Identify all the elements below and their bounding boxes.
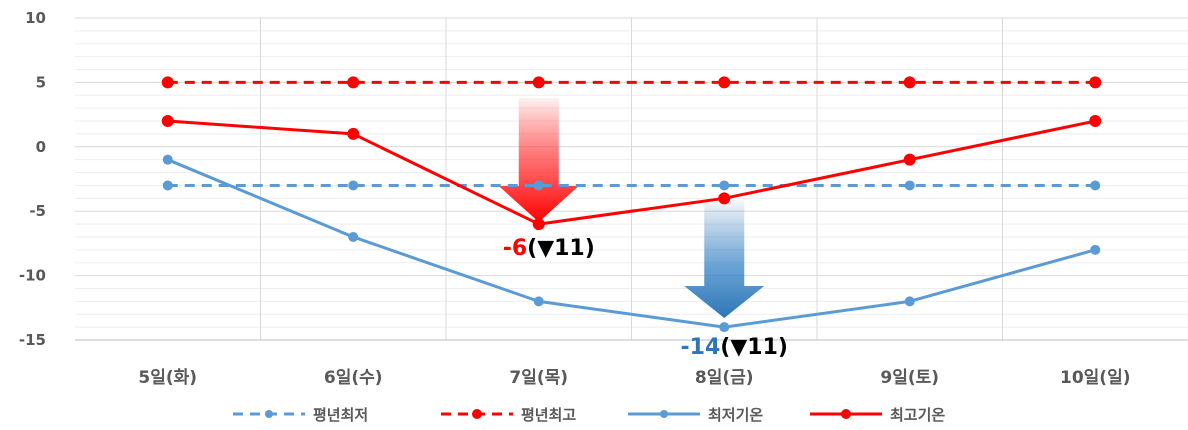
data-point [718, 192, 731, 205]
data-point [532, 218, 545, 231]
data-point [904, 296, 915, 307]
data-point [719, 322, 730, 333]
data-point [719, 180, 730, 191]
data-point [533, 296, 544, 307]
y-tick-label: 5 [36, 73, 46, 91]
y-tick-label: -5 [29, 202, 46, 220]
x-axis: 5일(화) 6일(수) 7일(목) 8일(금) 9일(토) 10일(일) [138, 368, 1130, 388]
y-tick-label: 0 [36, 138, 46, 156]
annotation-label: -14(▼11) [681, 335, 788, 360]
x-tick-label: 7일(목) [509, 368, 568, 388]
drop-arrows [498, 98, 765, 318]
data-point [903, 153, 916, 166]
legend: 평년최저 평년최고 최저기온 최고기온 [233, 406, 945, 424]
legend-swatch-marker [841, 409, 851, 419]
data-point [904, 180, 915, 191]
legend-label: 최저기온 [708, 406, 763, 424]
x-tick-label: 5일(화) [138, 368, 197, 388]
drop-arrow [498, 98, 579, 222]
series-lines [161, 76, 1102, 333]
y-axis: 10 5 0 -5 -10 -15 [19, 9, 46, 349]
annotation-drop: (▼11) [720, 335, 788, 360]
annotation-value: -6 [503, 236, 527, 261]
legend-label: 최고기온 [890, 406, 945, 424]
x-tick-label: 9일(토) [880, 368, 939, 388]
data-point [162, 154, 173, 165]
data-point [347, 76, 360, 89]
y-tick-label: 10 [25, 9, 46, 27]
data-point [532, 76, 545, 89]
x-tick-label: 10일(일) [1060, 368, 1130, 388]
annotation-label: -6(▼11) [503, 236, 595, 261]
data-point [162, 180, 173, 191]
x-tick-label: 8일(금) [695, 368, 754, 388]
data-point [1090, 244, 1101, 255]
data-point [348, 231, 359, 242]
data-point [1089, 76, 1102, 89]
gridlines [75, 17, 1188, 341]
data-point [903, 76, 916, 89]
data-point [1089, 115, 1102, 128]
data-point [161, 115, 174, 128]
legend-label: 평년최저 [313, 406, 368, 424]
x-tick-label: 6일(수) [324, 368, 383, 388]
legend-swatch-marker [472, 409, 482, 419]
data-point [348, 180, 359, 191]
data-point [718, 76, 731, 89]
legend-swatch-marker [265, 410, 273, 418]
data-point [533, 180, 544, 191]
legend-swatch-marker [660, 410, 668, 418]
series-line [167, 158, 1096, 329]
data-point [1090, 180, 1101, 191]
drop-arrow [684, 200, 765, 318]
data-point [161, 76, 174, 89]
annotation-drop: (▼11) [527, 236, 595, 261]
legend-label: 평년최고 [521, 406, 576, 424]
y-tick-label: -10 [19, 267, 46, 285]
annotation-value: -14 [681, 335, 721, 360]
series-line [167, 119, 1096, 226]
data-point [347, 127, 360, 140]
y-tick-label: -15 [19, 331, 46, 349]
annotations: -6(▼11)-14(▼11) [503, 236, 788, 360]
